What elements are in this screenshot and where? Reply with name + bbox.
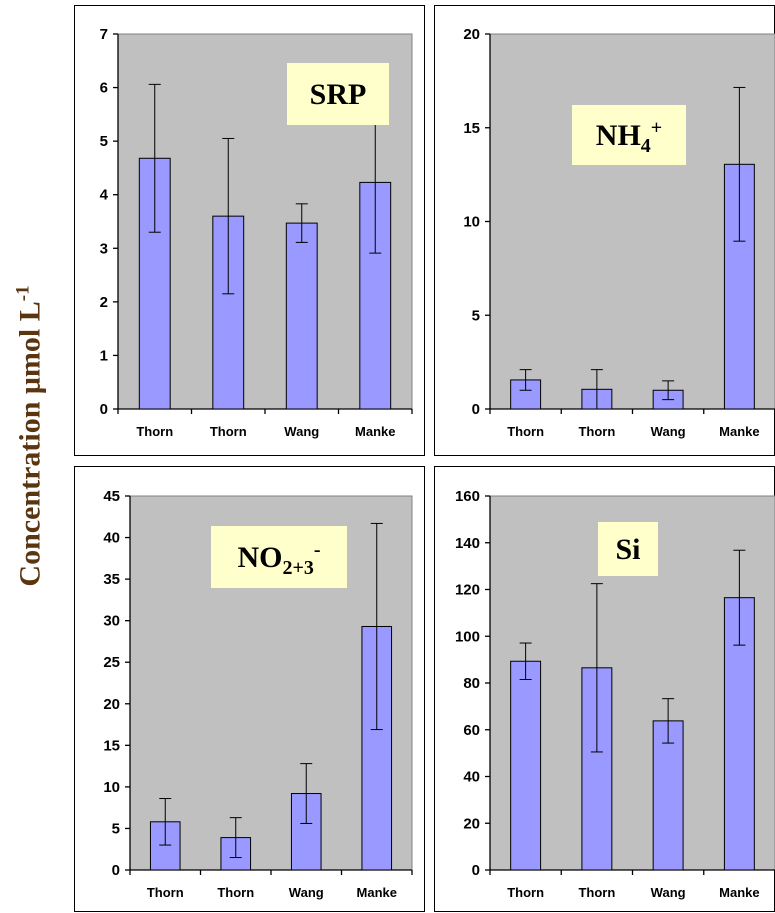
x-tick-label: Manke: [357, 885, 397, 900]
bar: [510, 660, 542, 871]
x-tick-label: Manke: [719, 424, 759, 439]
y-tick-label: 0: [112, 862, 120, 879]
y-tick-label: 7: [100, 26, 108, 43]
title-box: [287, 63, 389, 125]
y-tick-label: 5: [100, 133, 108, 150]
y-tick-label: 120: [455, 582, 480, 599]
chart-title: NO2+3-: [237, 539, 320, 579]
y-tick-label: 0: [472, 862, 480, 879]
x-tick-label: Thorn: [136, 424, 173, 439]
x-tick-label: Wang: [289, 885, 324, 900]
chart-title: NH4+: [596, 117, 662, 157]
y-tick-label: 40: [463, 769, 480, 786]
y-tick-label: 20: [463, 815, 480, 832]
title-box: [211, 526, 347, 588]
x-tick-label: Thorn: [507, 424, 544, 439]
y-tick-label: 35: [103, 571, 120, 588]
y-tick-label: 25: [103, 654, 120, 671]
bar: [285, 222, 318, 410]
x-tick-label: Wang: [284, 424, 319, 439]
y-tick-label: 40: [103, 530, 120, 547]
chart-title-part: NO: [237, 541, 282, 574]
y-tick-label: 140: [455, 535, 480, 552]
y-tick-label: 0: [100, 401, 108, 418]
x-tick-label: Wang: [651, 885, 686, 900]
chart-title-part: 4: [641, 135, 651, 157]
y-tick-label: 5: [472, 307, 480, 324]
y-tick-label: 10: [103, 779, 120, 796]
x-tick-label: Manke: [719, 885, 759, 900]
x-tick-label: Wang: [651, 424, 686, 439]
y-tick-label: 1: [100, 347, 108, 364]
x-tick-label: Manke: [355, 424, 395, 439]
y-tick-label: 3: [100, 240, 108, 257]
y-tick-label: 15: [103, 737, 120, 754]
x-tick-label: Thorn: [578, 424, 615, 439]
x-tick-label: Thorn: [147, 885, 184, 900]
x-tick-label: Thorn: [217, 885, 254, 900]
x-tick-label: Thorn: [578, 885, 615, 900]
y-tick-label: 0: [472, 401, 480, 418]
y-tick-label: 5: [112, 820, 120, 837]
chart-panel-4: 0 20 40 60 80 100 120 140 160 Thorn Thorn Wang Manke…: [434, 466, 775, 912]
x-tick-label: Thorn: [507, 885, 544, 900]
y-tick-label: 6: [100, 80, 108, 97]
y-tick-label: 15: [463, 120, 480, 137]
y-tick-label: 45: [103, 488, 120, 505]
y-tick-label: 4: [100, 187, 109, 204]
chart-title-part: NH: [596, 119, 641, 152]
x-tick-label: Thorn: [210, 424, 247, 439]
y-tick-label: 20: [103, 696, 120, 713]
chart-title-part: -: [314, 539, 321, 561]
chart-title-part: +: [651, 117, 662, 139]
y-tick-label: 80: [463, 675, 480, 692]
chart-panel-2: 0 5 10 15 20 Thorn Thorn Wang Manke NH4+: [434, 5, 775, 456]
chart-panel-3: 0 5 10 15 20 25 30 35 40 45 Thorn Thorn Wang Manke NO2…: [74, 466, 425, 912]
chart-title: Si: [615, 533, 640, 566]
y-tick-label: 30: [103, 613, 120, 630]
y-tick-label: 20: [463, 26, 480, 43]
y-tick-label: 100: [455, 628, 480, 645]
chart-title: SRP: [310, 78, 367, 111]
y-tick-label: 160: [455, 488, 480, 505]
chart-title-part: SRP: [310, 78, 367, 111]
y-tick-label: 60: [463, 722, 480, 739]
title-box: [572, 105, 686, 165]
title-box: [598, 522, 658, 576]
chart-title-part: Si: [615, 533, 640, 566]
y-tick-label: 2: [100, 294, 108, 311]
chart-title-part: 2+3: [282, 557, 313, 579]
y-tick-label: 10: [463, 214, 480, 231]
chart-panel-1: 0 1 2 3 4 5 6 7 Thorn Thorn Wang Manke SRP: [74, 5, 425, 456]
